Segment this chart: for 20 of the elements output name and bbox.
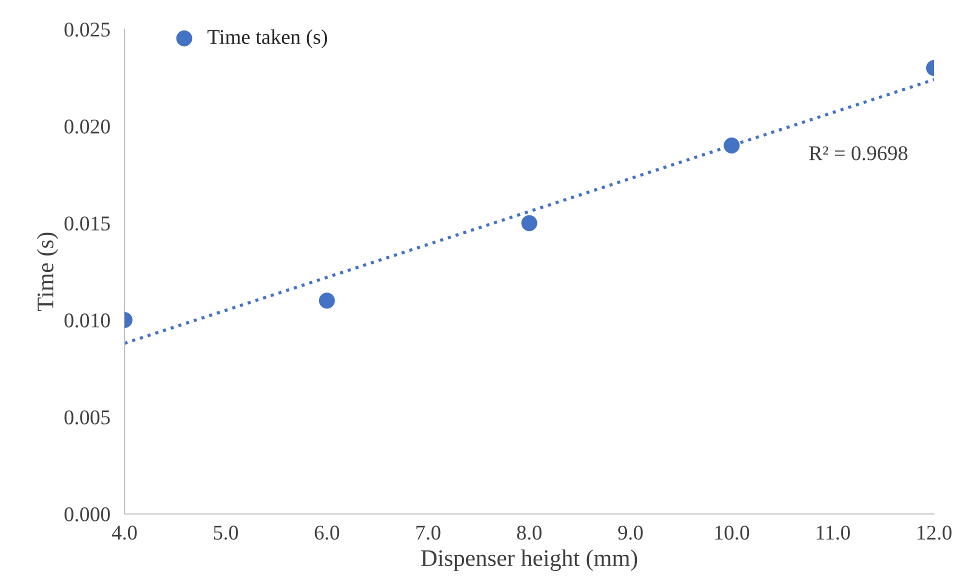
x-tick-label: 10.0 (715, 526, 750, 540)
x-tick-label: 7.0 (416, 526, 440, 540)
x-tick-label: 11.0 (816, 526, 850, 540)
x-tick-label: 4.0 (112, 526, 137, 540)
y-tick-label: 0.015 (64, 216, 110, 231)
x-tick-label: 6.0 (314, 526, 340, 540)
y-axis-title: Time (s) (36, 232, 58, 312)
y-tick-label: 0.020 (64, 120, 110, 134)
annotation: R² = 0.9698 (809, 146, 908, 160)
point (521, 215, 538, 232)
x-axis-title: Dispenser height (mm) (421, 549, 638, 571)
x-tick-label: 12.0 (918, 526, 952, 540)
legend-label: Time taken (s) (208, 29, 327, 48)
y-tick-label: 0.005 (64, 410, 110, 424)
y-tick-label: 0.010 (64, 313, 110, 328)
y-tick-label: 0.000 (64, 507, 110, 522)
x-tick-label: 9.0 (618, 526, 643, 540)
y-tick-label: 0.025 (64, 22, 110, 37)
x-tick-label: 8.0 (517, 526, 542, 540)
x-tick-label: 5.0 (214, 526, 238, 540)
